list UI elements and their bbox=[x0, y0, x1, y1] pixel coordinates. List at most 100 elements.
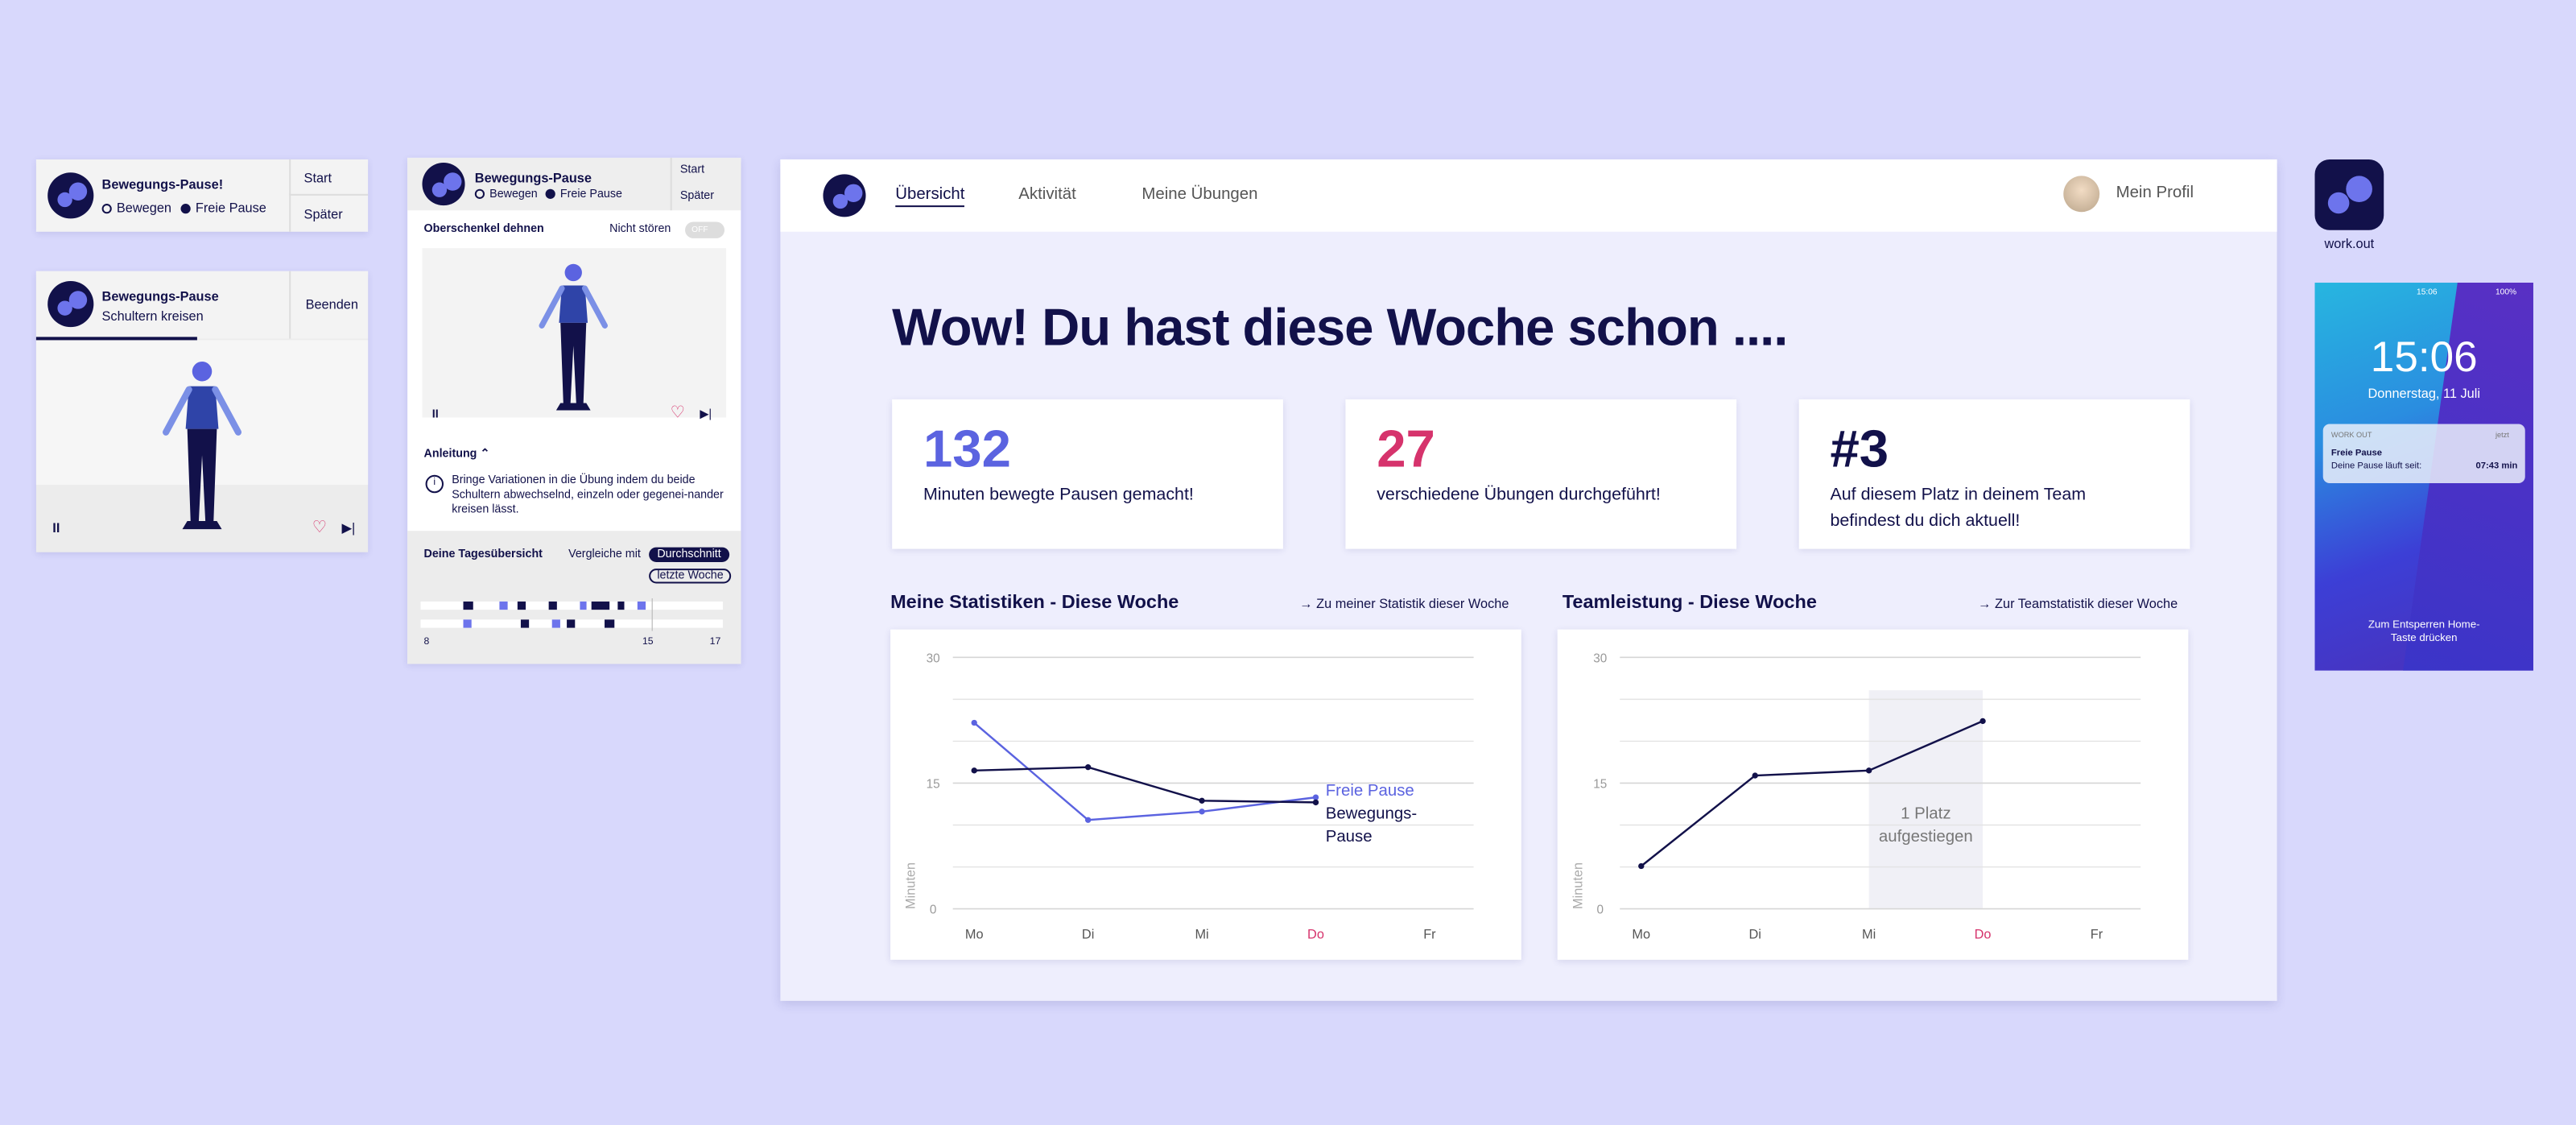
compare-option[interactable]: Durchschnitt bbox=[649, 547, 729, 562]
unlock-hint: Zum Entsperren Home-Taste drücken bbox=[2368, 619, 2480, 645]
option[interactable]: Bewegen bbox=[101, 200, 171, 216]
chart-card: 0 15 30 Minuten Mo Di Mi Do Fr 1 Platz aufgestieg… bbox=[1557, 629, 2189, 960]
button[interactable]: Start bbox=[670, 157, 741, 184]
status-time: 15:06 bbox=[2417, 287, 2438, 298]
button[interactable]: Später bbox=[670, 184, 741, 211]
pause[interactable]: II bbox=[52, 520, 60, 536]
stat-text: Minuten bewegte Pausen gemacht! bbox=[923, 485, 1194, 505]
skip[interactable]: ▶| bbox=[341, 520, 356, 536]
timeline-tick: 8 bbox=[423, 637, 430, 648]
point bbox=[1084, 764, 1092, 771]
app-icon[interactable] bbox=[2314, 159, 2384, 230]
nav-item[interactable]: Meine Übungen bbox=[1141, 185, 1258, 205]
y-tick-label: 15 bbox=[1593, 778, 1607, 792]
y-tick-label: 30 bbox=[927, 651, 940, 665]
chart: 0 15 30 Minuten Mo Di Mi Do Fr bbox=[1571, 651, 2141, 941]
point bbox=[971, 767, 977, 774]
app-name: work.out bbox=[2324, 236, 2375, 252]
logo bbox=[422, 163, 465, 206]
notif-timer: 07:43 min bbox=[2475, 461, 2518, 472]
stat-card: 132 Minuten bewegte Pausen gemacht! bbox=[892, 399, 1283, 549]
instructions: Bringe Variationen in die Übung indem du… bbox=[452, 474, 724, 516]
link-text: Zur Teamstatistik dieser Woche bbox=[1995, 596, 2178, 612]
line bbox=[974, 766, 1316, 804]
point bbox=[1199, 809, 1205, 815]
y-tick-label: 0 bbox=[930, 904, 937, 917]
point bbox=[1084, 817, 1092, 823]
timeline-tick: 15 bbox=[642, 637, 654, 648]
notification[interactable]: WORK OUT jetzt Freie Pause Deine Pause l… bbox=[2322, 424, 2525, 484]
battery: 100% bbox=[2496, 287, 2517, 298]
option[interactable]: Freie Pause bbox=[545, 188, 622, 201]
stat-card: 27 verschiedene Übungen durchgeführt! bbox=[1345, 399, 1737, 549]
chart-link[interactable]: → Zu meiner Statistik dieser Woche bbox=[1299, 596, 1509, 612]
notif-app: WORK OUT bbox=[2330, 430, 2372, 439]
title: Bewegungs-Pause! bbox=[101, 177, 224, 192]
chart-title: Teamleistung - Diese Woche bbox=[1562, 593, 1817, 614]
y-tick-label: 15 bbox=[927, 778, 940, 792]
widget-active: Bewegungs-Pause Schultern kreisen Beende… bbox=[35, 271, 369, 552]
logo bbox=[823, 174, 866, 217]
title: Bewegungs-Pause bbox=[474, 171, 592, 186]
link-text: Zu meiner Statistik dieser Woche bbox=[1316, 596, 1509, 612]
x-tick-label: Fr bbox=[1423, 927, 1436, 941]
line bbox=[973, 722, 1316, 821]
label: Bewegen bbox=[116, 200, 171, 216]
point bbox=[1312, 794, 1319, 800]
subtitle: Schultern kreisen bbox=[101, 308, 204, 325]
date: Donnerstag, 11 Juli bbox=[2368, 386, 2480, 401]
nav-item-active[interactable]: Übersicht bbox=[895, 186, 965, 208]
stat-card: #3 Auf diesem Platz in deinem Team befind… bbox=[1798, 399, 2190, 549]
y-tick-label: 30 bbox=[1593, 651, 1607, 665]
option[interactable]: Bewegen bbox=[474, 188, 538, 201]
skip[interactable]: ▶| bbox=[700, 409, 712, 421]
compare-label: Vergleiche mit bbox=[568, 548, 641, 560]
overview-title: Deine Tagesübersicht bbox=[423, 548, 543, 560]
series-label: Freie Pause bbox=[1325, 782, 1414, 801]
button[interactable]: Beenden bbox=[289, 271, 368, 339]
nav bbox=[780, 159, 2277, 232]
logo bbox=[47, 172, 94, 219]
headline: Wow! Du hast diese Woche schon .... bbox=[892, 297, 1788, 357]
toggle[interactable]: OFF bbox=[685, 221, 725, 238]
point bbox=[1865, 767, 1872, 774]
profile-link[interactable]: Mein Profil bbox=[2116, 184, 2194, 203]
button[interactable]: Später bbox=[289, 195, 368, 232]
compare-option[interactable]: letzte Woche bbox=[649, 569, 732, 584]
x-tick-label: Do bbox=[1307, 927, 1324, 941]
chart-card: 0 15 30 Minuten Mo Di Mi Do Fr Freie Pause Bewegun… bbox=[890, 629, 1521, 960]
chart-link[interactable]: → Zur Teamstatistik dieser Woche bbox=[1978, 596, 2178, 612]
label: Bewegen bbox=[489, 188, 538, 201]
like[interactable]: ♡ bbox=[312, 519, 328, 538]
widget-small: Bewegungs-Pause! Bewegen Freie Pause Sta… bbox=[35, 159, 369, 232]
exercise: Oberschenkel dehnen bbox=[423, 223, 544, 235]
y-axis-label: Minuten bbox=[1571, 862, 1585, 909]
chart: 0 15 30 Minuten Mo Di Mi Do Fr bbox=[904, 651, 1474, 941]
title: Bewegungs-Pause bbox=[101, 289, 219, 304]
notif-title: Freie Pause bbox=[2330, 449, 2382, 459]
instructions-toggle[interactable]: Anleitung ⌃ bbox=[423, 449, 490, 461]
dnd-label: Nicht stören bbox=[609, 223, 671, 235]
point bbox=[1638, 862, 1645, 870]
avatar[interactable] bbox=[2063, 176, 2100, 213]
notif-text: Deine Pause läuft seit: bbox=[2330, 461, 2422, 472]
label: Anleitung bbox=[423, 449, 477, 461]
like[interactable]: ♡ bbox=[670, 404, 685, 423]
button[interactable]: Start bbox=[289, 159, 369, 196]
logo bbox=[47, 280, 94, 328]
chart-title: Meine Statistiken - Diese Woche bbox=[890, 593, 1179, 614]
series-label: Bewegungs-Pause bbox=[1325, 805, 1418, 847]
option[interactable]: Freie Pause bbox=[180, 201, 266, 215]
point bbox=[1752, 772, 1758, 779]
nav-item[interactable]: Aktivität bbox=[1018, 185, 1076, 205]
x-tick-label: Mo bbox=[1632, 927, 1650, 941]
point bbox=[1312, 799, 1319, 806]
pause[interactable]: II bbox=[431, 409, 439, 421]
stat-value: 132 bbox=[923, 419, 1011, 478]
x-tick-label: Fr bbox=[2091, 927, 2103, 941]
point bbox=[1199, 797, 1205, 804]
stat-value: #3 bbox=[1830, 419, 1889, 478]
annotation-band bbox=[1868, 690, 1984, 909]
